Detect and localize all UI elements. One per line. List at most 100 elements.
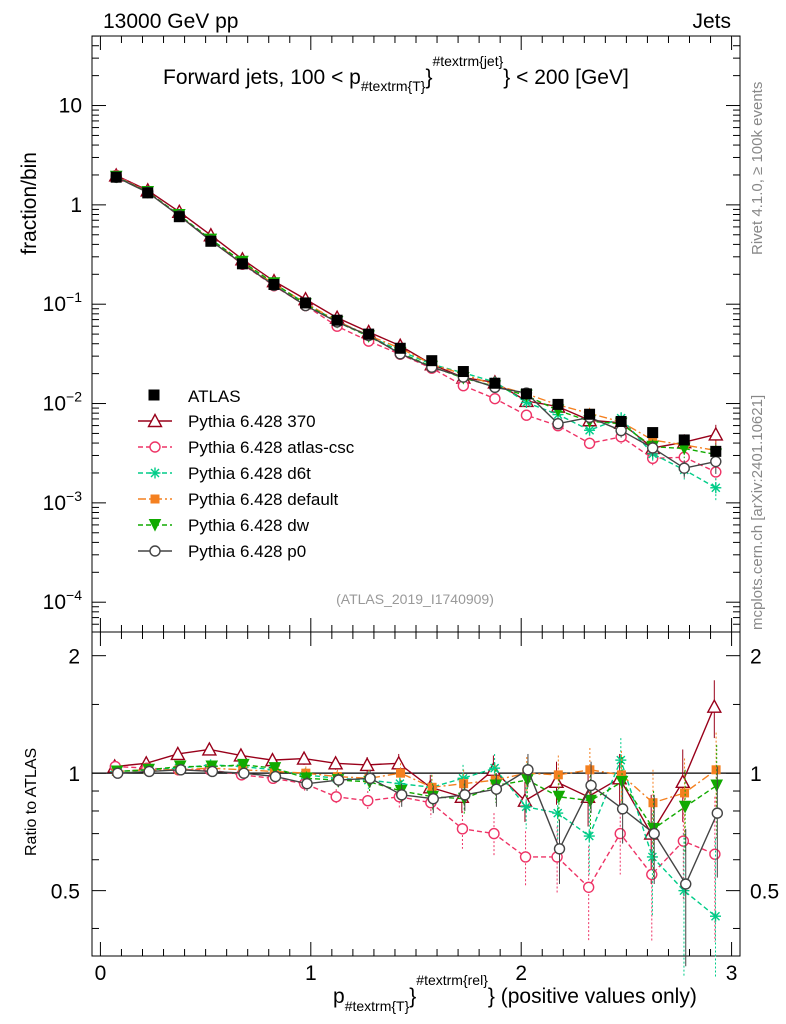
ratio-point (332, 774, 345, 786)
legend-label: Pythia 6.428 d6t (188, 464, 311, 483)
ratio-point (680, 788, 690, 798)
series-atlas-data (110, 171, 722, 457)
legend-marker (148, 519, 162, 532)
ratio-point (646, 851, 658, 863)
x-axis-label: p#textrm{T}}#textrm{rel}} (positive valu… (333, 972, 697, 1014)
ratio-point (456, 823, 469, 835)
series-pythia-6-428-d6t (110, 171, 722, 978)
energy-label: 13000 GeV pp (103, 10, 238, 33)
star-stroke (616, 755, 626, 765)
ratio-point (268, 762, 282, 775)
main-point (615, 424, 627, 437)
ratio-point (490, 783, 503, 795)
ratio-point (201, 741, 218, 756)
y-tick-label: 10−1 (43, 289, 83, 316)
x-tick-label: 1 (305, 962, 317, 985)
data-point (489, 377, 501, 389)
legend-marker (149, 441, 161, 453)
ratio-point (488, 827, 500, 840)
star-stroke (711, 911, 721, 921)
series-layer (107, 167, 724, 978)
x-tick-label: 0 (95, 962, 107, 985)
ratio-point (170, 745, 186, 761)
ratio-point (459, 789, 471, 801)
ratio-axis-label: Ratio to ATLAS (23, 748, 40, 856)
legend-label: Pythia 6.428 atlas-csc (188, 438, 355, 457)
ratio-point (582, 881, 595, 893)
rivet-version-label: Rivet 4.1.0, ≥ 100k events (749, 82, 766, 255)
legend-label: Pythia 6.428 370 (188, 412, 316, 431)
ratio-tick-label-right: 0.5 (750, 881, 779, 904)
y-tick-label: 10−2 (43, 389, 83, 416)
ratio-point (237, 758, 250, 772)
ratio-point (520, 801, 532, 813)
y-tick-label: 10−3 (43, 488, 83, 515)
main-point (646, 442, 659, 454)
ratio-point (552, 790, 566, 804)
data-point (426, 355, 438, 367)
ratio-point (553, 770, 563, 780)
star-stroke (584, 831, 594, 841)
ratio-tick-label-right: 2 (750, 646, 762, 669)
ratio-tick-label-left: 1 (68, 763, 80, 786)
star-stroke (521, 397, 531, 407)
ratio-point (519, 851, 532, 863)
ratio-point (296, 750, 312, 765)
legend-label-atlas: ATLAS (188, 387, 241, 406)
ratio-point (616, 803, 629, 815)
ratio-point (710, 779, 724, 793)
legend-marker (149, 467, 161, 479)
mcplots-reference-label: mcplots.cern.ch [arXiv:2401.10621] (749, 395, 766, 630)
ratio-point (711, 765, 721, 775)
ratio-point (269, 770, 282, 783)
ratio-point (111, 767, 124, 779)
ratio-point (396, 789, 408, 801)
ratio-point (675, 773, 691, 789)
main-point (710, 482, 722, 494)
ratio-point (396, 768, 406, 778)
star-stroke (711, 483, 721, 493)
star-stroke (521, 802, 531, 812)
data-point (205, 235, 217, 247)
ratio-point (238, 767, 250, 779)
ratio-point (362, 795, 374, 807)
data-point (457, 366, 469, 378)
data-point (710, 445, 722, 457)
data-point (331, 314, 343, 326)
ratio-point (615, 775, 629, 789)
data-point (520, 388, 532, 400)
ratio-point (175, 764, 187, 776)
ratio-point (553, 843, 566, 855)
ratio-point (522, 764, 534, 776)
plot-title: Forward jets, 100 < p#textrm{T}}#textrm{… (163, 53, 629, 94)
jets-label: Jets (692, 10, 731, 33)
x-tick-label: 2 (515, 962, 527, 985)
ratio-tick-label-left: 2 (68, 646, 80, 669)
main-point (520, 409, 533, 421)
series-line-main (115, 174, 716, 449)
ratio-point (330, 791, 342, 803)
data-point (173, 211, 185, 223)
ratio-point (585, 765, 595, 775)
ratio-point (646, 868, 658, 881)
series-line-ratio (117, 764, 718, 830)
data-point (236, 258, 248, 270)
y-tick-label: 10 (59, 95, 82, 118)
data-point (363, 328, 375, 340)
data-point (300, 297, 312, 309)
ratio-point (301, 777, 313, 790)
main-point (552, 417, 564, 430)
data-point (552, 398, 564, 410)
data-point (678, 434, 690, 446)
ratio-point (143, 765, 155, 778)
ratio-point (680, 878, 692, 890)
data-point (394, 342, 406, 354)
ratio-point (327, 755, 344, 770)
ratio-point (584, 794, 597, 808)
ratio-point (364, 772, 376, 785)
ratio-tick-label-right: 1 (750, 763, 762, 786)
ratio-point (552, 807, 564, 819)
ratio-point (585, 779, 597, 792)
legend-marker (149, 545, 161, 557)
y-tick-label: 1 (70, 194, 82, 217)
